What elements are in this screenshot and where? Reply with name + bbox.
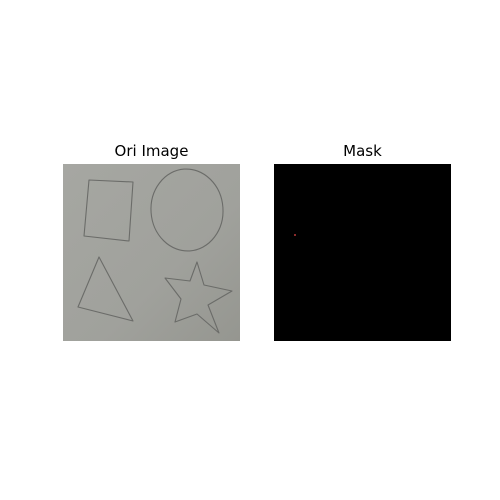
mask-canvas: [274, 164, 451, 341]
mask-background: [274, 164, 451, 341]
panel-title-mask: Mask: [343, 142, 382, 160]
paper-background: [63, 164, 240, 341]
mask-panel: [274, 164, 451, 341]
sketch-rectangle: [83, 179, 134, 242]
sketch-ellipse: [150, 168, 224, 252]
original-image-canvas: [63, 164, 240, 341]
original-image-panel: [63, 164, 240, 341]
sketch-triangle: [77, 256, 134, 322]
sketch-star: [164, 261, 233, 334]
mask-marker-dot: [294, 234, 296, 236]
panel-title-original-image: Ori Image: [114, 142, 189, 160]
